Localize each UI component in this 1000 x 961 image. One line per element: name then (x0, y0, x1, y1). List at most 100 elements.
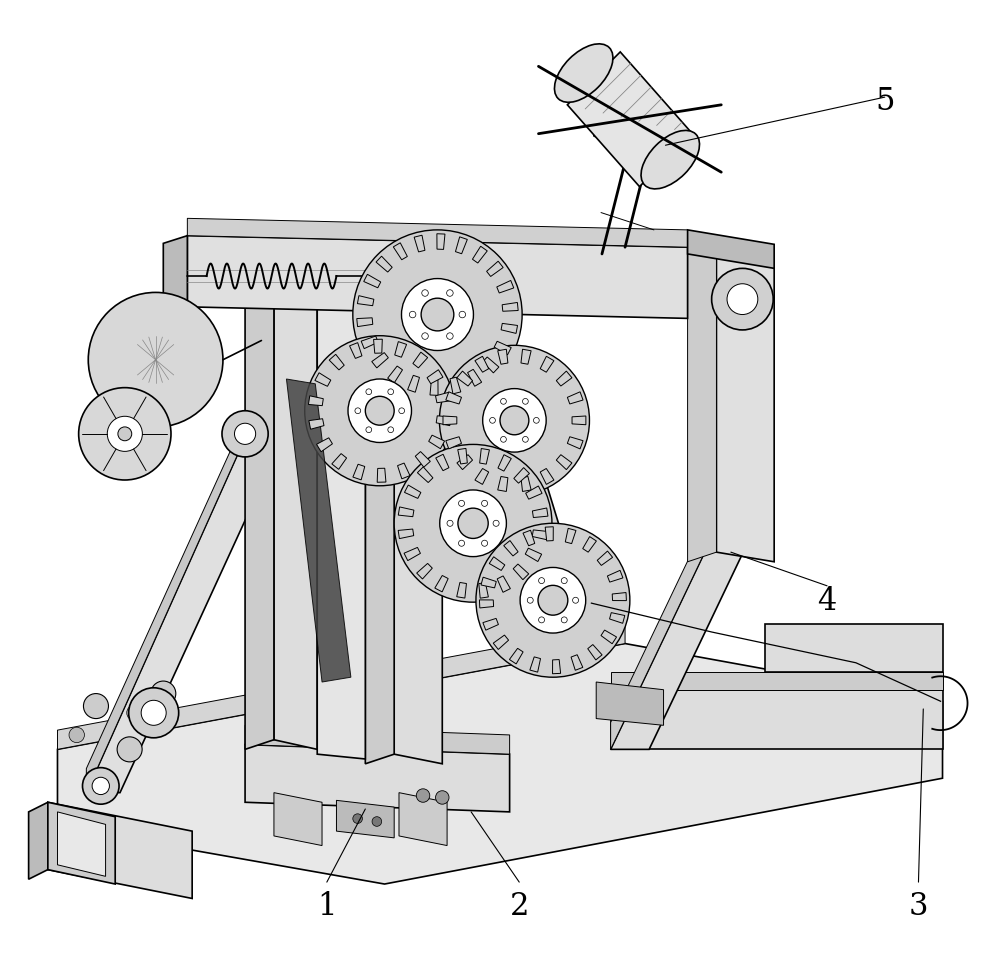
Circle shape (355, 408, 361, 414)
Polygon shape (610, 613, 625, 624)
Circle shape (353, 814, 362, 824)
Polygon shape (357, 318, 373, 328)
Polygon shape (540, 469, 554, 485)
Polygon shape (567, 53, 692, 187)
Polygon shape (540, 357, 554, 373)
Polygon shape (408, 376, 419, 393)
Polygon shape (601, 630, 617, 644)
Circle shape (440, 490, 506, 557)
Polygon shape (372, 354, 388, 368)
Ellipse shape (554, 45, 613, 103)
Polygon shape (504, 541, 518, 556)
Polygon shape (530, 657, 541, 673)
Polygon shape (388, 367, 402, 383)
Circle shape (151, 681, 176, 706)
Circle shape (127, 705, 142, 721)
Polygon shape (350, 343, 362, 359)
Circle shape (501, 399, 506, 405)
Polygon shape (57, 644, 943, 884)
Polygon shape (398, 530, 414, 539)
Polygon shape (417, 467, 433, 483)
Circle shape (538, 586, 568, 616)
Circle shape (82, 768, 119, 804)
Polygon shape (489, 557, 505, 571)
Polygon shape (86, 428, 284, 793)
Polygon shape (357, 296, 374, 307)
Circle shape (727, 284, 758, 315)
Circle shape (520, 568, 586, 633)
Circle shape (421, 299, 454, 332)
Circle shape (372, 817, 382, 826)
Polygon shape (501, 324, 518, 334)
Circle shape (92, 777, 109, 795)
Polygon shape (483, 357, 499, 374)
Polygon shape (457, 456, 473, 470)
Polygon shape (532, 508, 548, 518)
Polygon shape (430, 381, 438, 396)
Polygon shape (525, 549, 542, 562)
Polygon shape (443, 416, 457, 426)
Circle shape (447, 290, 453, 297)
Polygon shape (395, 342, 407, 357)
Ellipse shape (641, 132, 700, 189)
Polygon shape (513, 564, 529, 580)
Polygon shape (611, 690, 943, 750)
Polygon shape (514, 468, 529, 483)
Polygon shape (417, 564, 432, 579)
Polygon shape (245, 259, 274, 750)
Polygon shape (163, 236, 187, 315)
Circle shape (366, 428, 372, 433)
Polygon shape (446, 392, 461, 405)
Polygon shape (607, 571, 623, 582)
Polygon shape (479, 601, 494, 608)
Circle shape (399, 408, 405, 414)
Polygon shape (398, 507, 414, 517)
Polygon shape (572, 416, 586, 426)
Polygon shape (597, 552, 613, 566)
Polygon shape (611, 511, 712, 750)
Polygon shape (556, 456, 572, 470)
Polygon shape (365, 293, 394, 764)
Polygon shape (399, 793, 447, 846)
Polygon shape (48, 802, 115, 884)
Polygon shape (596, 682, 664, 726)
Polygon shape (571, 655, 583, 671)
Polygon shape (765, 625, 943, 673)
Circle shape (88, 293, 223, 428)
Polygon shape (480, 449, 489, 465)
Polygon shape (245, 726, 510, 754)
Polygon shape (567, 392, 583, 405)
Polygon shape (435, 576, 448, 592)
Polygon shape (353, 465, 365, 480)
Text: 1: 1 (317, 890, 337, 921)
Polygon shape (361, 336, 378, 349)
Circle shape (79, 388, 171, 480)
Polygon shape (483, 619, 498, 630)
Circle shape (388, 428, 394, 433)
Polygon shape (436, 416, 451, 427)
Polygon shape (497, 282, 514, 294)
Circle shape (436, 791, 449, 804)
Circle shape (401, 280, 473, 351)
Circle shape (539, 578, 545, 584)
Polygon shape (48, 802, 192, 899)
Polygon shape (494, 342, 511, 356)
Polygon shape (583, 537, 596, 553)
Polygon shape (611, 538, 750, 750)
Circle shape (447, 521, 453, 527)
Polygon shape (497, 577, 510, 593)
Circle shape (222, 411, 268, 457)
Polygon shape (468, 370, 482, 387)
Circle shape (523, 437, 528, 443)
Polygon shape (493, 635, 509, 650)
Polygon shape (545, 528, 553, 541)
Circle shape (366, 389, 372, 395)
Polygon shape (374, 340, 382, 354)
Polygon shape (29, 802, 48, 879)
Polygon shape (414, 236, 425, 253)
Polygon shape (57, 625, 625, 750)
Polygon shape (187, 236, 688, 319)
Polygon shape (523, 530, 535, 546)
Circle shape (353, 231, 522, 400)
Circle shape (539, 617, 545, 624)
